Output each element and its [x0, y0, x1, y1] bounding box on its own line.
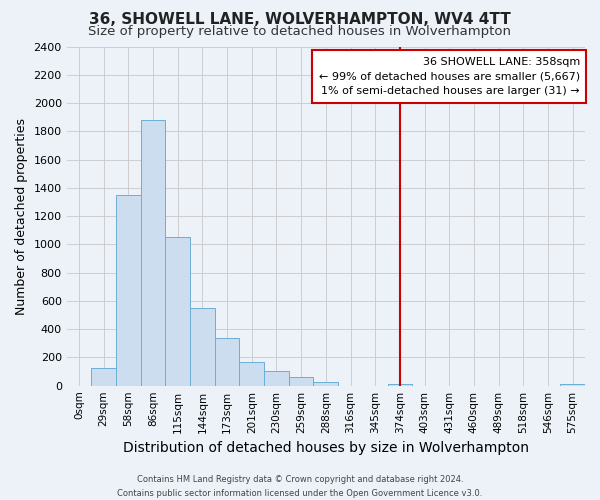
Text: Size of property relative to detached houses in Wolverhampton: Size of property relative to detached ho… [89, 25, 511, 38]
Bar [215, 338, 239, 386]
Bar [560, 384, 585, 386]
X-axis label: Distribution of detached houses by size in Wolverhampton: Distribution of detached houses by size … [123, 441, 529, 455]
Bar [264, 371, 289, 386]
Bar [91, 368, 116, 386]
Bar [289, 377, 313, 386]
Text: 36 SHOWELL LANE: 358sqm
← 99% of detached houses are smaller (5,667)
1% of semi-: 36 SHOWELL LANE: 358sqm ← 99% of detache… [319, 56, 580, 96]
Bar [166, 238, 190, 386]
Bar [116, 195, 141, 386]
Bar [313, 382, 338, 386]
Bar [239, 362, 264, 386]
Bar [388, 384, 412, 386]
Text: Contains HM Land Registry data © Crown copyright and database right 2024.
Contai: Contains HM Land Registry data © Crown c… [118, 476, 482, 498]
Bar [141, 120, 166, 386]
Bar [190, 308, 215, 386]
Text: 36, SHOWELL LANE, WOLVERHAMPTON, WV4 4TT: 36, SHOWELL LANE, WOLVERHAMPTON, WV4 4TT [89, 12, 511, 28]
Y-axis label: Number of detached properties: Number of detached properties [15, 118, 28, 314]
